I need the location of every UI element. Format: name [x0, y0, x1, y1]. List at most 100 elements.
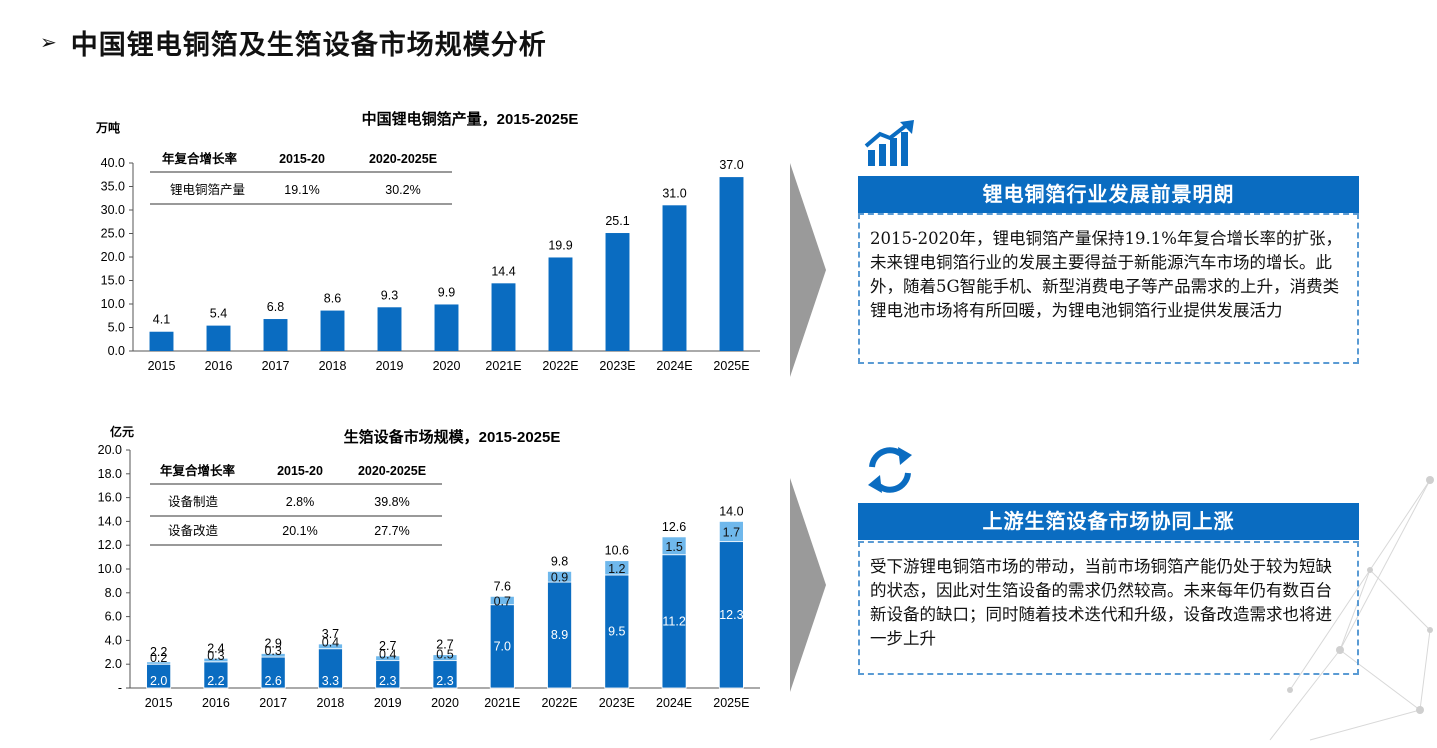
bar-total-label: 3.7	[322, 627, 339, 641]
cagr-table-header: 年复合增长率	[160, 463, 236, 478]
bar-value-label: 25.1	[605, 214, 629, 228]
x-tick-label: 2024E	[656, 696, 692, 710]
segment-value-label: 3.3	[322, 674, 339, 688]
cagr-table-header: 2015-20	[279, 152, 325, 166]
y-tick-label: 16.0	[98, 491, 122, 505]
bar	[377, 307, 402, 351]
cagr-table-header: 2020-2025E	[369, 152, 437, 166]
x-tick-label: 2023E	[599, 359, 635, 373]
chevron-right-icon	[790, 163, 826, 377]
y-tick-label: 5.0	[108, 321, 125, 335]
x-tick-label: 2024E	[656, 359, 692, 373]
bar-total-label: 10.6	[605, 544, 629, 558]
x-tick-label: 2023E	[599, 696, 635, 710]
y-tick-label: 12.0	[98, 538, 122, 552]
bar-total-label: 7.6	[494, 579, 511, 593]
cagr-table-cell: 30.2%	[385, 183, 420, 197]
segment-value-label: 1.7	[723, 526, 740, 540]
segment-value-label: 2.3	[379, 674, 396, 688]
stacked-bar-segment	[718, 541, 744, 689]
y-tick-label: 30.0	[101, 203, 125, 217]
bar-value-label: 5.4	[210, 307, 227, 321]
bar-total-label: 14.0	[719, 504, 743, 518]
y-tick-label: 15.0	[101, 274, 125, 288]
x-tick-label: 2018	[317, 696, 345, 710]
x-tick-label: 2022E	[541, 696, 577, 710]
x-tick-label: 2020	[433, 359, 461, 373]
bar	[491, 283, 516, 351]
cagr-table-cell: 27.7%	[374, 524, 409, 538]
cagr-table-cell: 设备改造	[168, 523, 219, 538]
stacked-bar-segment	[432, 654, 458, 662]
bar-total-label: 2.7	[436, 638, 453, 652]
segment-value-label: 2.0	[150, 674, 167, 688]
bar-total-label: 2.2	[150, 645, 167, 659]
segment-value-label: 0.5	[436, 648, 453, 662]
cagr-table-cell: 设备制造	[168, 494, 219, 509]
segment-value-label: 7.0	[494, 639, 511, 653]
panel-body-industry-outlook: 2015-2020年，锂电铜箔产量保持19.1%年复合增长率的扩张，未来锂电铜箔…	[858, 213, 1359, 364]
bar-value-label: 9.9	[438, 285, 455, 299]
y-tick-label: 8.0	[105, 586, 122, 600]
panel-heading-industry-outlook: 锂电铜箔行业发展前景明朗	[858, 176, 1359, 213]
page-header: ➢ 中国锂电铜箔及生箔设备市场规模分析	[40, 22, 547, 62]
panel-body-upstream-equipment: 受下游锂电铜箔市场的带动，当前市场铜箔产能仍处于较为短缺的状态，因此对生箔设备的…	[858, 541, 1359, 675]
cagr-table-cell: 2.8%	[286, 495, 315, 509]
x-tick-label: 2015	[145, 696, 173, 710]
chart-title: 中国锂电铜箔产量，2015-2025E	[362, 110, 579, 128]
y-tick-label: 10.0	[98, 562, 122, 576]
y-tick-label: 14.0	[98, 514, 122, 528]
x-tick-label: 2017	[259, 696, 287, 710]
segment-value-label: 8.9	[551, 628, 568, 642]
segment-value-label: 12.3	[719, 608, 743, 622]
stacked-bar-segment	[604, 560, 630, 576]
stacked-bar-segment	[146, 661, 172, 665]
bar	[149, 331, 174, 351]
y-axis-unit-label: 亿元	[110, 424, 134, 439]
segment-value-label: 0.4	[322, 636, 339, 650]
stacked-bar-segment	[203, 661, 229, 689]
bullet-arrow-icon: ➢	[40, 30, 57, 54]
bar	[548, 257, 573, 351]
y-tick-label: -	[118, 681, 122, 695]
stacked-bar-segment	[318, 643, 343, 650]
stacked-bar-segment	[604, 574, 630, 689]
bar-value-label: 9.3	[381, 288, 398, 302]
segment-value-label: 0.7	[494, 595, 511, 609]
bar	[434, 304, 459, 351]
stacked-bar-segment	[375, 655, 401, 662]
y-tick-label: 18.0	[98, 467, 122, 481]
x-tick-label: 2025E	[713, 359, 749, 373]
chart-title: 生箔设备市场规模，2015-2025E	[344, 428, 561, 446]
y-tick-label: 10.0	[101, 297, 125, 311]
network-decoration-icon	[1269, 476, 1434, 741]
cagr-table-header: 年复合增长率	[162, 151, 238, 166]
chevron-right-icon	[790, 478, 826, 692]
bar	[206, 325, 231, 351]
bar	[662, 205, 687, 351]
x-tick-label: 2018	[319, 359, 347, 373]
y-tick-label: 6.0	[105, 610, 122, 624]
stacked-bar-segment	[318, 648, 343, 689]
bar	[320, 310, 345, 351]
bar	[719, 177, 744, 351]
bar-value-label: 37.0	[719, 158, 743, 172]
foil-equipment-market-chart: 生箔设备市场规模，2015-2025E 亿元 - 2.0 4.0 6.0 8.0 10.0 12…	[98, 424, 760, 710]
x-tick-label: 2022E	[542, 359, 578, 373]
cagr-table-cell: 19.1%	[284, 183, 319, 197]
segment-value-label: 1.2	[608, 562, 625, 576]
segment-value-label: 0.9	[551, 571, 568, 585]
bar-total-label: 12.6	[662, 520, 686, 534]
page-title: 中国锂电铜箔及生箔设备市场规模分析	[70, 29, 547, 61]
stacked-bar-segment	[661, 536, 687, 556]
segment-value-label: 0.3	[207, 649, 224, 663]
x-tick-label: 2017	[262, 359, 290, 373]
bar-value-label: 6.8	[267, 300, 284, 314]
x-tick-label: 2019	[374, 696, 402, 710]
panel-heading-upstream-equipment: 上游生箔设备市场协同上涨	[858, 503, 1359, 540]
cagr-table-cell: 20.1%	[282, 524, 317, 538]
y-tick-label: 35.0	[101, 180, 125, 194]
x-tick-label: 2025E	[713, 696, 749, 710]
x-tick-label: 2021E	[484, 696, 520, 710]
y-tick-label: 2.0	[105, 657, 122, 671]
